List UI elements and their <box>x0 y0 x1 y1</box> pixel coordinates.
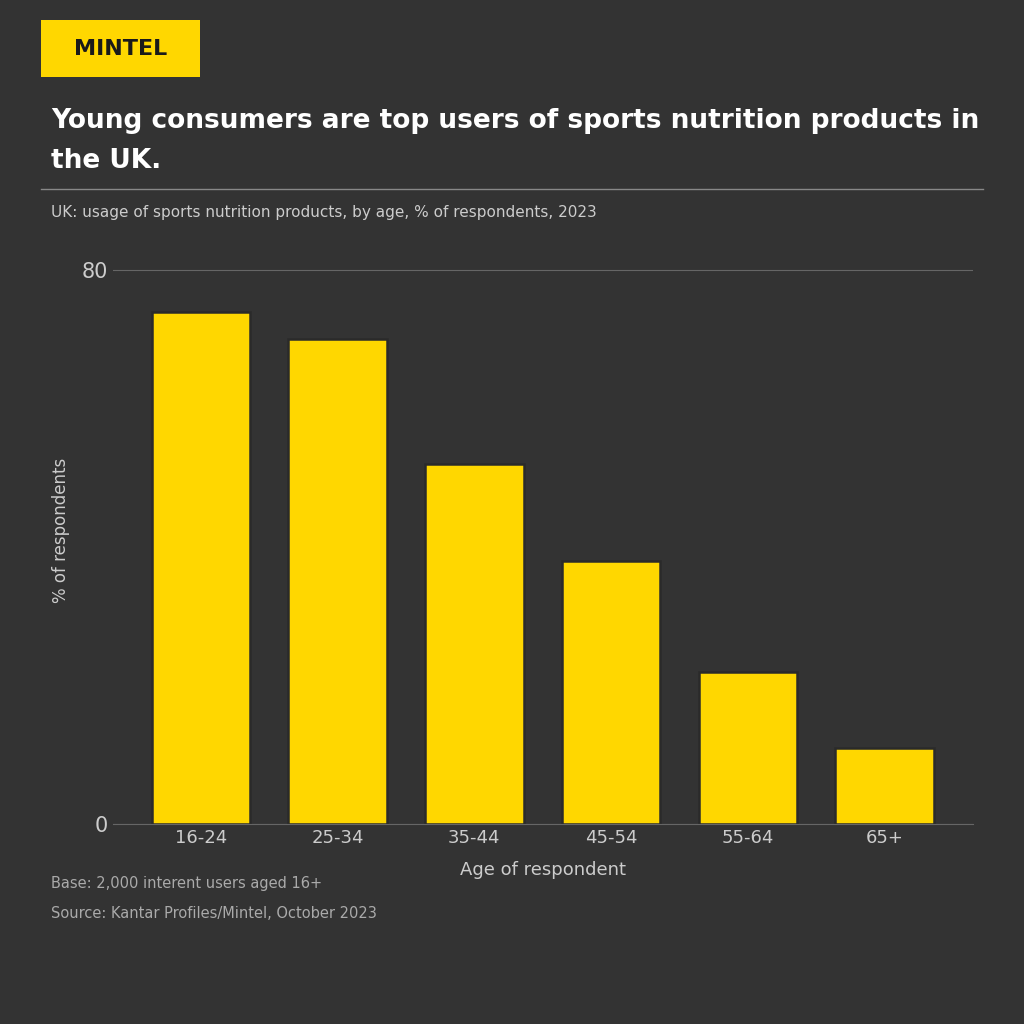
Text: UK: usage of sports nutrition products, by age, % of respondents, 2023: UK: usage of sports nutrition products, … <box>51 205 597 220</box>
Bar <box>698 672 797 824</box>
Bar <box>425 464 523 824</box>
X-axis label: Age of respondent: Age of respondent <box>460 861 626 879</box>
Bar <box>289 339 387 824</box>
Bar <box>152 311 250 824</box>
Bar <box>562 561 660 824</box>
Bar <box>836 749 934 824</box>
Y-axis label: % of respondents: % of respondents <box>52 458 71 602</box>
Text: MINTEL: MINTEL <box>74 39 168 58</box>
Text: the UK.: the UK. <box>51 148 162 174</box>
Text: Source: Kantar Profiles/Mintel, October 2023: Source: Kantar Profiles/Mintel, October … <box>51 906 377 922</box>
Text: Young consumers are top users of sports nutrition products in: Young consumers are top users of sports … <box>51 108 979 133</box>
Text: Base: 2,000 interent users aged 16+: Base: 2,000 interent users aged 16+ <box>51 876 323 891</box>
